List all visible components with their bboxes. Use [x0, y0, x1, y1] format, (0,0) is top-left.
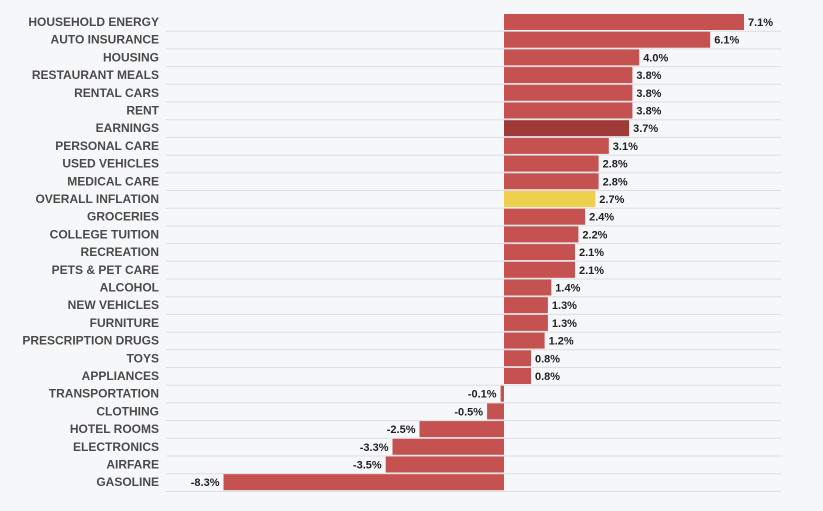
value-label-toys: 0.8%: [535, 353, 560, 365]
value-label-airfare: -3.5%: [353, 460, 382, 472]
bar-personal-care: [504, 137, 609, 154]
value-label-gasoline: -8.3%: [191, 477, 220, 489]
value-label-overall-inflation: 2.7%: [599, 194, 624, 206]
category-label-gasoline: GASOLINE: [96, 475, 159, 489]
bar-clothing: [487, 403, 504, 420]
value-label-clothing: -0.5%: [454, 406, 483, 418]
value-label-new-vehicles: 1.3%: [552, 300, 577, 312]
bar-airfare: [385, 456, 504, 473]
value-label-electronics: -3.3%: [360, 442, 389, 454]
category-labels: HOUSEHOLD ENERGY AUTO INSURANCE HOUSING RES…: [22, 15, 159, 489]
bar-earnings: [504, 120, 630, 137]
value-label-personal-care: 3.1%: [613, 141, 638, 153]
category-label-used-vehicles: USED VEHICLES: [62, 157, 159, 171]
value-label-earnings: 3.7%: [633, 123, 658, 135]
bar-housing: [504, 49, 640, 66]
category-label-recreation: RECREATION: [81, 245, 159, 259]
bar-gasoline: [223, 474, 504, 491]
bar-appliances: [504, 368, 531, 384]
value-label-restaurant-meals: 3.8%: [636, 70, 661, 82]
category-label-prescription-drugs: PRESCRIPTION DRUGS: [22, 334, 159, 348]
bar-restaurant-meals: [504, 67, 633, 84]
bar-recreation: [504, 244, 575, 261]
value-labels: 7.1% 6.1% 4.0% 3.8% 3.8% 3.8% 3.7% 3.1% 2.8% 2.8%…: [191, 17, 774, 489]
bar-pets-and-pet-care: [504, 261, 575, 278]
bar-new-vehicles: [504, 297, 548, 314]
bar-medical-care: [504, 173, 599, 190]
value-label-household-energy: 7.1%: [748, 17, 773, 29]
value-label-housing: 4.0%: [643, 52, 668, 64]
value-label-used-vehicles: 2.8%: [603, 159, 628, 171]
bar-toys: [504, 350, 531, 367]
value-label-medical-care: 2.8%: [603, 176, 628, 188]
category-label-college-tuition: COLLEGE TUITION: [50, 227, 159, 241]
value-label-groceries: 2.4%: [589, 212, 614, 224]
category-label-pets-and-pet-care: PETS & PET CARE: [52, 263, 159, 277]
bar-furniture: [504, 314, 548, 331]
value-label-college-tuition: 2.2%: [582, 229, 607, 241]
category-label-furniture: FURNITURE: [90, 316, 159, 330]
bar-overall-inflation: [504, 191, 596, 207]
bar-rent: [504, 102, 633, 119]
value-label-hotel-rooms: -2.5%: [387, 424, 416, 436]
bar-college-tuition: [504, 226, 579, 243]
value-label-furniture: 1.3%: [552, 318, 577, 330]
bar-prescription-drugs: [504, 332, 545, 349]
bar-auto-insurance: [504, 31, 711, 48]
category-label-auto-insurance: AUTO INSURANCE: [51, 33, 159, 47]
category-label-household-energy: HOUSEHOLD ENERGY: [28, 15, 159, 29]
category-label-rental-cars: RENTAL CARS: [74, 86, 159, 100]
category-label-appliances: APPLIANCES: [82, 369, 159, 383]
value-label-prescription-drugs: 1.2%: [549, 336, 574, 348]
value-label-appliances: 0.8%: [535, 371, 560, 383]
bar-rental-cars: [504, 84, 633, 101]
bar-hotel-rooms: [419, 421, 504, 438]
category-label-electronics: ELECTRONICS: [73, 440, 159, 454]
value-label-alcohol: 1.4%: [555, 283, 580, 295]
bar-electronics: [392, 438, 504, 455]
category-label-rent: RENT: [126, 104, 159, 118]
category-label-transportation: TRANSPORTATION: [49, 387, 159, 401]
category-label-new-vehicles: NEW VEHICLES: [68, 298, 159, 312]
category-label-alcohol: ALCOHOL: [100, 281, 159, 295]
value-label-auto-insurance: 6.1%: [714, 35, 739, 47]
category-label-toys: TOYS: [127, 351, 159, 365]
bar-used-vehicles: [504, 155, 599, 172]
category-label-clothing: CLOTHING: [96, 404, 159, 418]
category-label-restaurant-meals: RESTAURANT MEALS: [32, 68, 159, 82]
value-label-pets-and-pet-care: 2.1%: [579, 265, 604, 277]
category-label-housing: HOUSING: [103, 50, 159, 64]
category-label-groceries: GROCERIES: [87, 210, 159, 224]
gridlines: [166, 30, 781, 492]
category-label-overall-inflation: OVERALL INFLATION: [35, 192, 159, 206]
category-label-airfare: AIRFARE: [106, 458, 159, 472]
category-label-medical-care: MEDICAL CARE: [67, 174, 159, 188]
value-label-transportation: -0.1%: [468, 389, 497, 401]
bar-groceries: [504, 208, 586, 225]
value-label-rental-cars: 3.8%: [636, 88, 661, 100]
value-label-recreation: 2.1%: [579, 247, 604, 259]
bar-household-energy: [504, 14, 744, 30]
bar-transportation: [500, 385, 504, 402]
category-label-personal-care: PERSONAL CARE: [55, 139, 159, 153]
value-label-rent: 3.8%: [636, 106, 661, 118]
bars: [223, 14, 744, 491]
bar-alcohol: [504, 279, 552, 296]
category-label-hotel-rooms: HOTEL ROOMS: [70, 422, 159, 436]
category-label-earnings: EARNINGS: [96, 121, 159, 135]
